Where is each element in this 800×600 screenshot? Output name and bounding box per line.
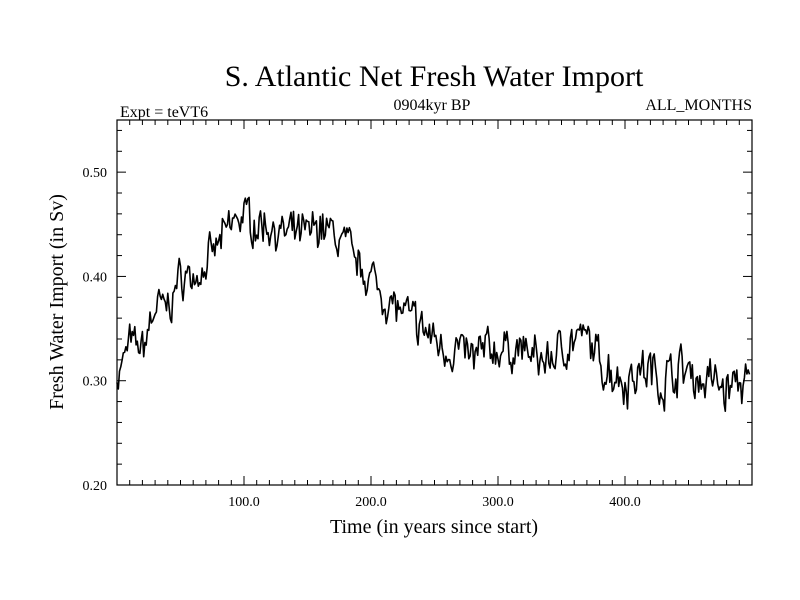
data-point [510, 348, 512, 350]
data-point [179, 275, 181, 277]
data-point [294, 234, 296, 236]
data-point [675, 369, 677, 371]
data-point [243, 213, 245, 215]
data-point [535, 359, 537, 361]
data-point [344, 244, 346, 246]
data-point [281, 234, 283, 236]
data-point [471, 359, 473, 361]
data-point [370, 275, 372, 277]
data-point [713, 380, 715, 382]
data-point [129, 338, 131, 340]
plot-area: 100.0 200.0 300.0 400.0 0.20 0.30 0.40 0.50 [83, 119, 753, 510]
y-axis-label: Fresh Water Import (in Sv) [46, 194, 68, 410]
months-label: ALL_MONTHS [645, 97, 752, 114]
y-tick-label: 0.50 [83, 166, 108, 181]
data-point [624, 380, 626, 382]
y-tick-label: 0.20 [83, 479, 108, 494]
data-point [573, 338, 575, 340]
data-point [319, 223, 321, 225]
data-point [433, 338, 435, 340]
data-point [522, 348, 524, 350]
data-point [649, 369, 651, 371]
data-point [725, 390, 727, 392]
data-point [383, 296, 385, 298]
data-point [332, 234, 334, 236]
plot-frame [116, 119, 753, 486]
data-point [446, 348, 448, 350]
chart-title: S. Atlantic Net Fresh Water Import [225, 60, 644, 93]
data-point [141, 348, 143, 350]
series-line [116, 196, 751, 413]
data-point [484, 348, 486, 350]
data-point [560, 348, 562, 350]
y-tick-label: 0.40 [83, 270, 108, 285]
data-point [586, 338, 588, 340]
data-point [408, 317, 410, 319]
data-point [637, 369, 639, 371]
y-tick-label: 0.30 [83, 375, 108, 390]
data-point [217, 244, 219, 246]
data-point [256, 223, 258, 225]
period-label: 0904kyr BP [394, 97, 471, 114]
data-point [548, 359, 550, 361]
data-point [192, 275, 194, 277]
data-point [497, 348, 499, 350]
data-point [598, 359, 600, 361]
data-point [738, 380, 740, 382]
data-point [205, 265, 207, 267]
data-point [306, 234, 308, 236]
data-point [662, 380, 664, 382]
x-axis-label: Time (in years since start) [330, 516, 538, 538]
data-point [700, 380, 702, 382]
x-tick-label: 400.0 [609, 495, 641, 510]
data-point [154, 307, 156, 309]
x-tick-label: 200.0 [355, 495, 387, 510]
data-point [611, 369, 613, 371]
data-point [167, 307, 169, 309]
data-point [459, 348, 461, 350]
x-tick-label: 300.0 [482, 495, 514, 510]
x-tick-label: 100.0 [228, 495, 260, 510]
data-point [687, 369, 689, 371]
data-point [395, 307, 397, 309]
data-point [421, 327, 423, 329]
data-point [230, 223, 232, 225]
data-point [357, 265, 359, 267]
experiment-label: Expt = teVT6 [120, 104, 208, 121]
data-point [268, 223, 270, 225]
